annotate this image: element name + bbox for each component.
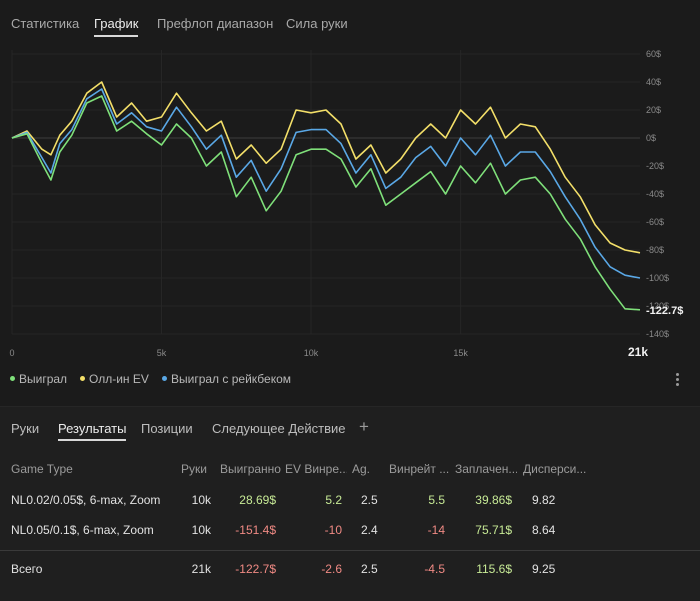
top-tab-bar: Статистика График Префлоп диапазон Сила … xyxy=(0,0,700,40)
add-tab-icon[interactable]: + xyxy=(359,417,369,436)
subtab-positions[interactable]: Позиции xyxy=(141,421,193,436)
results-panel: Руки Результаты Позиции Следующее Действ… xyxy=(0,406,700,601)
cell-aggression: 2.5 xyxy=(361,562,378,576)
y-tick-label: 0$ xyxy=(646,133,656,143)
cell-won: -122.7$ xyxy=(235,562,276,576)
more-options-icon[interactable] xyxy=(671,372,685,388)
legend-dot-won-rakeback xyxy=(162,376,167,382)
cell-paid: 115.6$ xyxy=(476,562,512,576)
y-tick-label: 60$ xyxy=(646,49,661,59)
cell-game-type: Всего xyxy=(11,562,43,576)
total-divider xyxy=(0,550,700,551)
y-tick-label: 20$ xyxy=(646,105,661,115)
col-header-paid[interactable]: Заплачен... xyxy=(455,462,517,476)
y-tick-label: -100$ xyxy=(646,273,669,283)
cell-variance: 8.64 xyxy=(532,523,556,537)
cell-winrate: -14 xyxy=(427,523,445,537)
cell-ev-winrate: -10 xyxy=(324,523,342,537)
tab-hand-strength[interactable]: Сила руки xyxy=(286,16,348,31)
cell-game-type: NL0.05/0.1$, 6-max, Zoom xyxy=(11,523,154,537)
table-row[interactable]: NL0.02/0.05$, 6-max, Zoom 10k 28.69$ 5.2… xyxy=(0,493,700,519)
table-total-row[interactable]: Всего 21k -122.7$ -2.6 2.5 -4.5 115.6$ 9… xyxy=(0,562,700,588)
series-line-won-rakeback xyxy=(11,88,641,279)
col-header-game-type[interactable]: Game Type xyxy=(11,462,73,476)
y-tick-label: 40$ xyxy=(646,77,661,87)
x-tick-label: 0 xyxy=(9,348,14,358)
y-tick-label: -140$ xyxy=(646,329,669,339)
x-axis-ticks: 0 5k 10k 15k 21k xyxy=(9,345,648,359)
cell-hands: 21k xyxy=(191,562,211,576)
col-header-hands[interactable]: Руки xyxy=(181,462,207,476)
cell-variance: 9.25 xyxy=(532,562,556,576)
cell-won: -151.4$ xyxy=(235,523,276,537)
y-axis-ticks: 60$ 40$ 20$ 0$ -20$ -40$ -60$ -80$ -100$ -120$ -14… xyxy=(646,49,669,339)
subtab-next-action[interactable]: Следующее Действие xyxy=(212,421,346,436)
end-value-label: -122.7$ xyxy=(646,305,683,317)
cell-paid: 75.71$ xyxy=(475,523,512,537)
cell-won: 28.69$ xyxy=(239,493,276,507)
x-tick-label: 10k xyxy=(304,348,319,358)
series-line-won xyxy=(11,95,641,311)
cell-aggression: 2.4 xyxy=(361,523,378,537)
cell-hands: 10k xyxy=(191,523,211,537)
col-header-aggression[interactable]: Ag. xyxy=(352,462,371,476)
x-tick-label: 15k xyxy=(453,348,468,358)
col-header-ev-winrate[interactable]: EV Винре... xyxy=(285,462,347,476)
y-tick-label: -60$ xyxy=(646,217,664,227)
cell-aggression: 2.5 xyxy=(361,493,378,507)
tab-graph-label: График xyxy=(94,16,139,31)
cell-ev-winrate: 5.2 xyxy=(325,493,342,507)
legend-label-allin-ev: Олл-ин EV xyxy=(89,372,149,386)
x-tick-label: 21k xyxy=(628,345,648,359)
col-header-winrate[interactable]: Винрейт ... xyxy=(389,462,450,476)
active-tab-underline xyxy=(94,35,139,37)
y-tick-label: -120$ xyxy=(646,301,669,311)
subtab-hands[interactable]: Руки xyxy=(11,421,40,436)
x-tick-label: 5k xyxy=(157,348,167,358)
tab-graph[interactable]: График xyxy=(94,16,139,37)
active-subtab-underline xyxy=(58,439,127,441)
tab-preflop-range[interactable]: Префлоп диапазон xyxy=(157,16,274,31)
chart-grid xyxy=(11,50,640,335)
tab-statistics[interactable]: Статистика xyxy=(11,16,80,31)
subtab-results[interactable]: Результаты xyxy=(58,421,127,441)
y-tick-label: -20$ xyxy=(646,161,664,171)
legend-item-won-rakeback[interactable]: Выиграл с рейкбеком xyxy=(162,372,291,386)
y-tick-label: -80$ xyxy=(646,245,664,255)
legend-dot-allin-ev xyxy=(80,376,85,382)
table-row[interactable]: NL0.05/0.1$, 6-max, Zoom 10k -151.4$ -10… xyxy=(0,523,700,549)
col-header-won[interactable]: Выигранно xyxy=(220,462,281,476)
cell-variance: 9.82 xyxy=(532,493,556,507)
series-line-allin-ev xyxy=(11,81,641,254)
chart-labels: -122.7$ xyxy=(646,305,683,317)
cell-game-type: NL0.02/0.05$, 6-max, Zoom xyxy=(11,493,161,507)
cell-paid: 39.86$ xyxy=(475,493,512,507)
chart-series xyxy=(11,81,641,311)
y-tick-label: -40$ xyxy=(646,189,664,199)
cell-winrate: -4.5 xyxy=(424,562,445,576)
cell-hands: 10k xyxy=(191,493,211,507)
legend-dot-won xyxy=(10,376,15,382)
cell-ev-winrate: -2.6 xyxy=(321,562,342,576)
legend-label-won: Выиграл xyxy=(19,372,68,386)
legend-label-won-rakeback: Выиграл с рейкбеком xyxy=(171,372,292,386)
legend-item-allin-ev[interactable]: Олл-ин EV xyxy=(80,372,149,386)
profit-chart[interactable]: 60$ 40$ 20$ 0$ -20$ -40$ -60$ -80$ -100$ -120$ -14… xyxy=(0,40,700,360)
subtab-results-label: Результаты xyxy=(58,421,127,436)
legend-item-won[interactable]: Выиграл xyxy=(10,372,67,386)
cell-winrate: 5.5 xyxy=(428,493,445,507)
col-header-variance[interactable]: Дисперси... xyxy=(523,462,587,476)
